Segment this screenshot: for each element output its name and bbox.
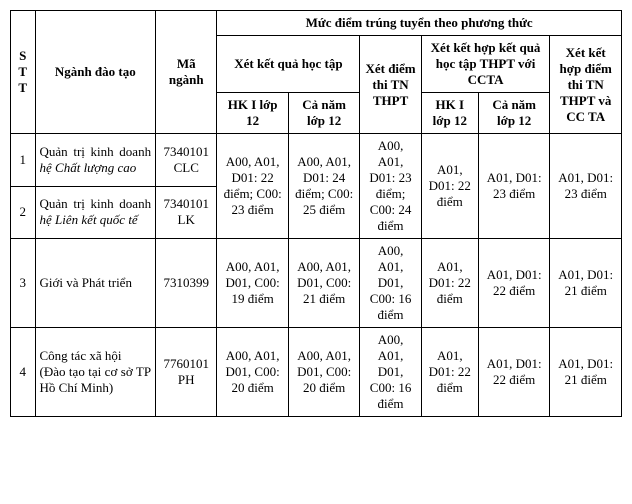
- cell-ma: 7760101 PH: [156, 328, 217, 417]
- nganh-text: Giới và Phát triển: [40, 275, 132, 290]
- nganh-text: Công tác xã hội: [40, 348, 122, 363]
- cell-stt: 4: [11, 328, 36, 417]
- cell-last: A01, D01: 21 điểm: [550, 328, 622, 417]
- cell-cn: A00, A01, D01: 24 điểm; C00: 25 điểm: [288, 134, 360, 239]
- col-hk1b-header: HK I lớp 12: [421, 93, 478, 134]
- cell-ma: 7340101 LK: [156, 186, 217, 239]
- nganh-text: Quản trị kinh doanh: [40, 196, 152, 211]
- col-nganh-header: Ngành đào tạo: [35, 11, 156, 134]
- cell-cn: A00, A01, D01, C00: 21 điểm: [288, 239, 360, 328]
- cell-hk1b: A01, D01: 22 điểm: [421, 328, 478, 417]
- col-cn-header: Cả năm lớp 12: [288, 93, 360, 134]
- cell-hk1: A00, A01, D01, C00: 19 điểm: [217, 239, 289, 328]
- table-row: 4 Công tác xã hội (Đào tạo tại cơ sở TP …: [11, 328, 622, 417]
- cell-tn: A00, A01, D01: 23 điểm; C00: 24 điểm: [360, 134, 421, 239]
- col-ma-header: Mã ngành: [156, 11, 217, 134]
- col-stt-header: S T T: [11, 11, 36, 134]
- col-xlast-header: Xét kết hợp điểm thi TN THPT và CC TA: [550, 36, 622, 134]
- cell-stt: 3: [11, 239, 36, 328]
- col-muc-header: Mức điểm trúng tuyển theo phương thức: [217, 11, 622, 36]
- cell-cn: A00, A01, D01, C00: 20 điểm: [288, 328, 360, 417]
- cell-tn: A00, A01, D01, C00: 16 điểm: [360, 328, 421, 417]
- cell-cnb: A01, D01: 22 điểm: [478, 328, 550, 417]
- cell-tn: A00, A01, D01, C00: 16 điểm: [360, 239, 421, 328]
- col-xcc-header: Xét kết hợp kết quả học tập THPT với CCT…: [421, 36, 550, 93]
- cell-stt: 2: [11, 186, 36, 239]
- admission-table: S T T Ngành đào tạo Mã ngành Mức điểm tr…: [10, 10, 622, 417]
- cell-cnb: A01, D01: 23 điểm: [478, 134, 550, 239]
- table-row: 3 Giới và Phát triển 7310399 A00, A01, D…: [11, 239, 622, 328]
- cell-stt: 1: [11, 134, 36, 187]
- cell-nganh: Quản trị kinh doanh hệ Liên kết quốc tế: [35, 186, 156, 239]
- cell-hk1: A00, A01, D01, C00: 20 điểm: [217, 328, 289, 417]
- cell-ma: 7340101 CLC: [156, 134, 217, 187]
- cell-ma: 7310399: [156, 239, 217, 328]
- cell-last: A01, D01: 21 điểm: [550, 239, 622, 328]
- cell-hk1: A00, A01, D01: 22 điểm; C00: 23 điểm: [217, 134, 289, 239]
- cell-nganh: Quản trị kinh doanh hệ Chất lượng cao: [35, 134, 156, 187]
- cell-nganh: Công tác xã hội (Đào tạo tại cơ sở TP Hồ…: [35, 328, 156, 417]
- col-hk1-header: HK I lớp 12: [217, 93, 289, 134]
- cell-nganh: Giới và Phát triển: [35, 239, 156, 328]
- nganh-text: Quản trị kinh doanh: [40, 144, 152, 159]
- nganh-ital: hệ Liên kết quốc tế: [40, 212, 138, 227]
- cell-hk1b: A01, D01: 22 điểm: [421, 134, 478, 239]
- col-xtn-header: Xét điểm thi TN THPT: [360, 36, 421, 134]
- nganh-paren: (Đào tạo tại cơ sở TP Hồ Chí Minh): [40, 364, 152, 395]
- cell-last: A01, D01: 23 điểm: [550, 134, 622, 239]
- nganh-ital: hệ Chất lượng cao: [40, 160, 137, 175]
- col-cnb-header: Cả năm lớp 12: [478, 93, 550, 134]
- table-row: 1 Quản trị kinh doanh hệ Chất lượng cao …: [11, 134, 622, 187]
- col-xkq-header: Xét kết quả học tập: [217, 36, 360, 93]
- cell-cnb: A01, D01: 22 điểm: [478, 239, 550, 328]
- cell-hk1b: A01, D01: 22 điểm: [421, 239, 478, 328]
